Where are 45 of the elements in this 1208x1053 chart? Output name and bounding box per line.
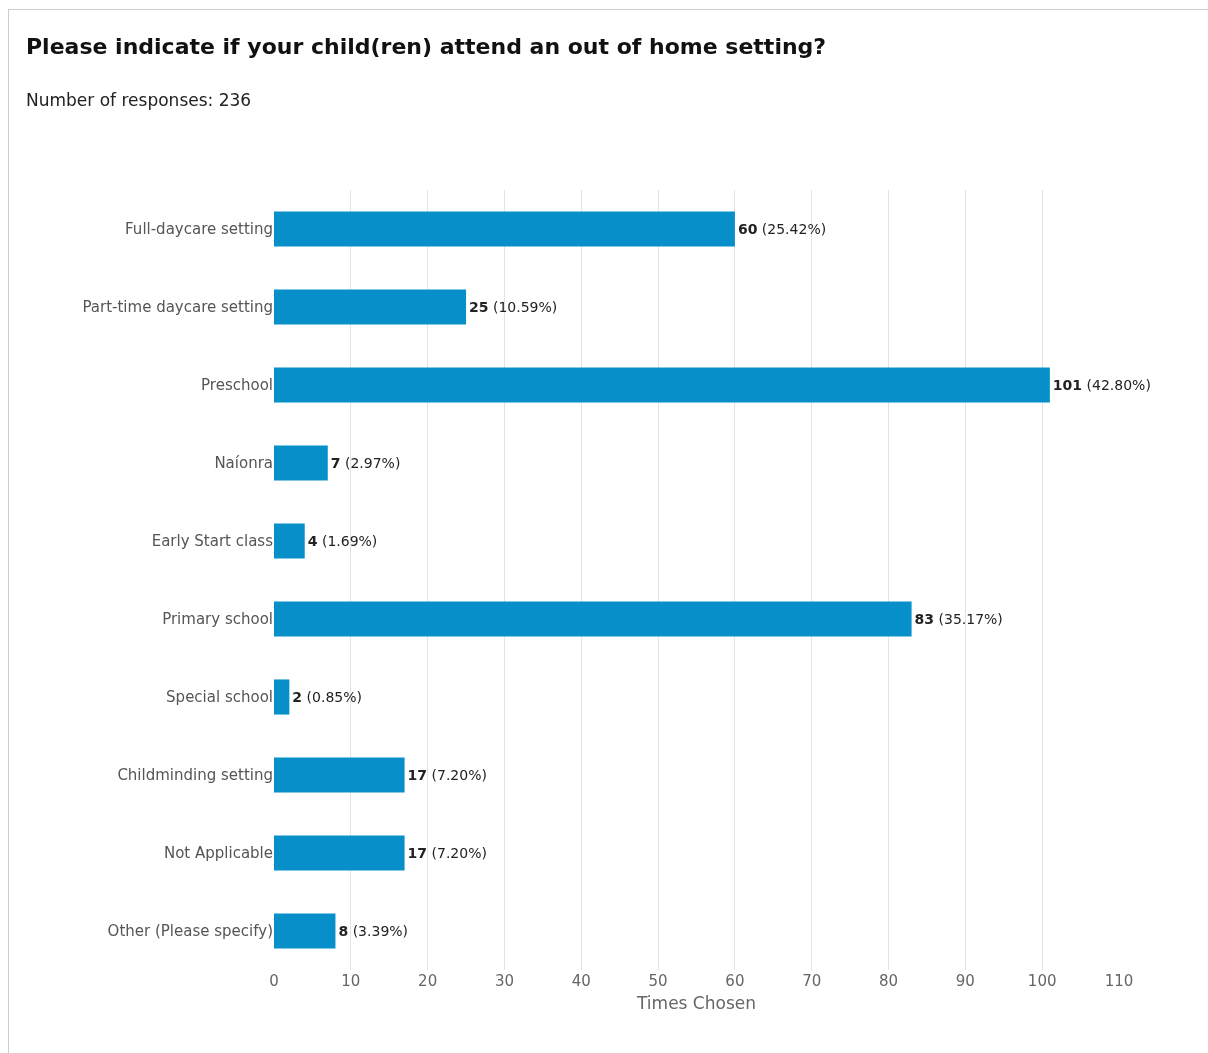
y-tick-label: Other (Please specify) — [107, 922, 273, 941]
bar — [274, 445, 328, 481]
y-tick-label: Preschool — [201, 376, 273, 395]
x-tick-label: 0 — [269, 972, 279, 990]
y-tick-label: Part-time daycare setting — [82, 298, 273, 317]
x-tick-label: 80 — [879, 972, 899, 990]
y-tick-label: Primary school — [162, 610, 273, 629]
bar — [274, 211, 735, 247]
y-tick-label: Full-daycare setting — [125, 220, 273, 239]
x-tick-label: 50 — [648, 972, 668, 990]
bar — [274, 913, 336, 949]
x-tick-label: 10 — [341, 972, 361, 990]
data-label: 101 (42.80%) — [1052, 377, 1151, 393]
y-tick-label: Not Applicable — [163, 844, 273, 863]
data-label: 4 (1.69%) — [307, 533, 378, 549]
x-tick-label: 20 — [418, 972, 438, 990]
data-label: 2 (0.85%) — [292, 689, 362, 705]
x-tick-label: 40 — [571, 972, 591, 990]
bar — [274, 523, 305, 559]
y-tick-label: Special school — [166, 688, 273, 707]
y-tick-label: Childminding setting — [117, 766, 273, 785]
bar — [274, 679, 290, 715]
data-label: 83 (35.17%) — [914, 611, 1003, 627]
y-tick-label: Naíonra — [214, 454, 273, 473]
bar — [274, 367, 1050, 403]
data-label: 17 (7.20%) — [407, 767, 487, 783]
y-tick-label: Early Start class — [151, 532, 274, 551]
data-label: 25 (10.59%) — [469, 299, 558, 315]
bar — [274, 835, 405, 871]
bar — [274, 601, 912, 637]
x-tick-label: 60 — [725, 972, 745, 990]
bar — [274, 289, 467, 325]
x-tick-label: 100 — [1027, 972, 1057, 990]
data-label: 60 (25.42%) — [737, 221, 827, 237]
chart-subtitle: Number of responses: 236 — [26, 90, 252, 110]
data-label: 17 (7.20%) — [407, 845, 487, 861]
x-axis-title: Times Chosen — [636, 993, 756, 1014]
x-tick-label: 110 — [1104, 972, 1134, 990]
x-tick-label: 90 — [955, 972, 975, 990]
x-tick-label: 70 — [802, 972, 822, 990]
x-tick-label: 30 — [494, 972, 514, 990]
data-label: 7 (2.97%) — [330, 455, 401, 471]
chart-title: Please indicate if your child(ren) attend an out of home setting? — [26, 34, 827, 59]
data-label: 8 (3.39%) — [338, 923, 409, 939]
bar — [274, 757, 405, 793]
